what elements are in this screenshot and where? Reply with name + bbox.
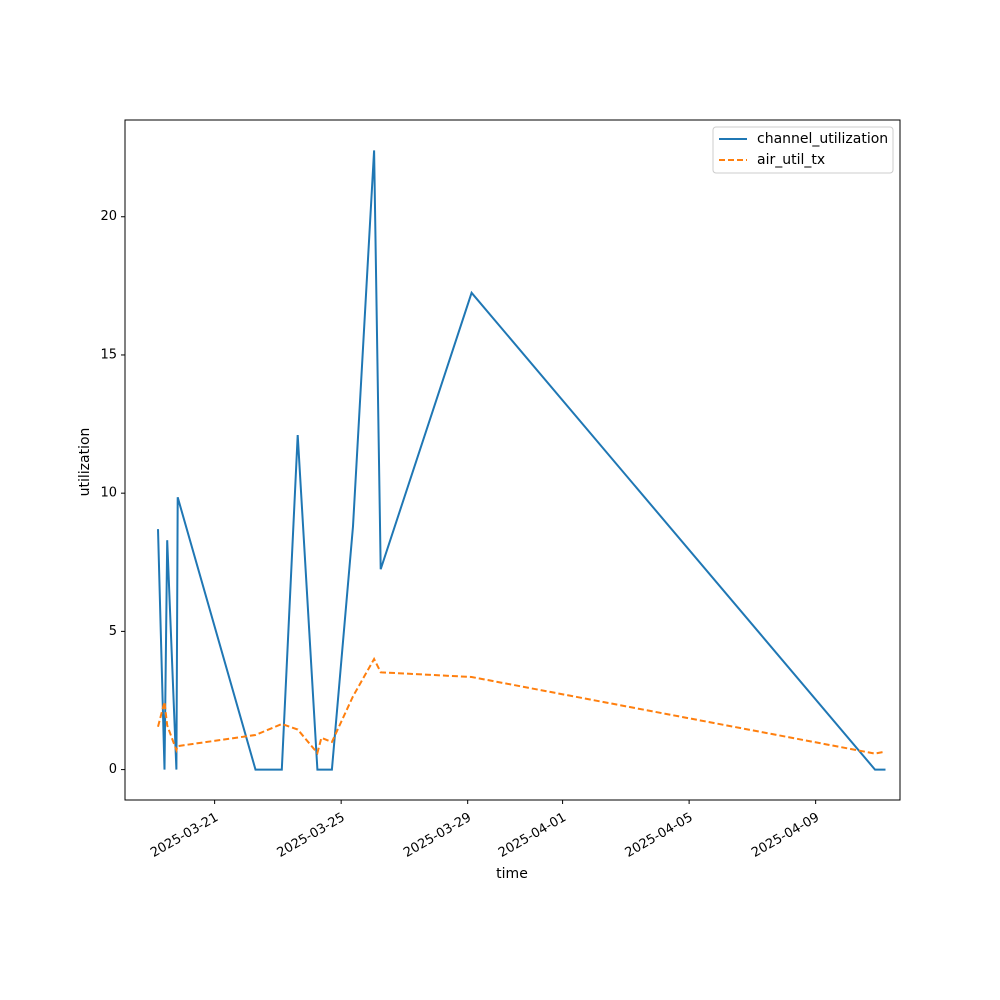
series-line-channel-utilization: [157, 150, 886, 771]
x-tick-label: 2025-03-21: [148, 810, 221, 861]
legend-label: air_util_tx: [757, 152, 825, 168]
legend-label: channel_utilization: [757, 131, 888, 147]
y-axis-label: utilization: [77, 428, 93, 497]
x-tick-label: 2025-03-29: [401, 810, 474, 861]
y-axis: 0 5 10 15 20: [100, 209, 125, 777]
series-line-air-util-tx: [157, 656, 886, 756]
y-tick-label: 20: [100, 209, 117, 224]
x-tick-label: 2025-04-01: [496, 810, 569, 861]
plot-area: [157, 150, 886, 771]
y-tick-label: 10: [100, 486, 117, 501]
y-tick-label: 15: [100, 347, 117, 362]
x-tick-label: 2025-03-25: [275, 810, 348, 861]
axes-frame: [124, 119, 901, 801]
x-tick-label: 2025-04-05: [623, 810, 696, 861]
x-tick-label: 2025-04-09: [749, 810, 822, 861]
legend-box: [712, 126, 894, 174]
x-axis: 2025-03-21 2025-03-25 2025-03-29 2025-04-01…: [148, 800, 822, 861]
y-tick-label: 0: [109, 762, 117, 777]
x-axis-label: time: [496, 866, 528, 882]
legend: channel_utilization air_util_tx: [712, 126, 894, 174]
y-tick-label: 5: [109, 624, 117, 639]
